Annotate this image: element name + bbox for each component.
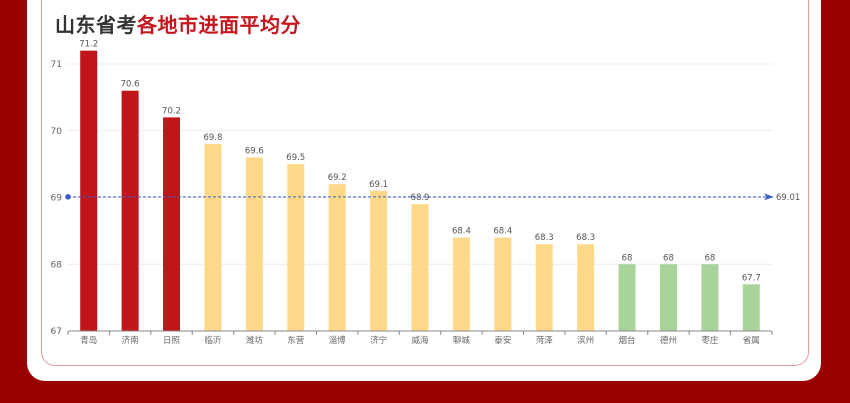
- x-tick-label: 淄博: [329, 335, 347, 346]
- bar-value-label: 68.3: [535, 233, 554, 243]
- bar[interactable]: [742, 284, 760, 331]
- x-tick-label: 枣庄: [701, 335, 719, 346]
- bar[interactable]: [577, 244, 595, 331]
- bar-value-label: 68: [704, 253, 715, 263]
- bar[interactable]: [659, 264, 677, 331]
- bar-value-label: 69.1: [369, 180, 388, 190]
- bar[interactable]: [80, 50, 98, 332]
- title-prefix: 山东省考: [55, 13, 137, 37]
- x-tick-label: 聊城: [453, 335, 471, 346]
- y-tick-label: 67: [51, 327, 62, 337]
- x-tick-label: 济南: [122, 335, 139, 346]
- chart-frame: [41, 0, 809, 366]
- x-tick-label: 泰安: [494, 335, 511, 346]
- bar[interactable]: [494, 237, 512, 331]
- bar[interactable]: [535, 244, 553, 331]
- x-tick-label: 临沂: [204, 335, 222, 346]
- x-tick-label: 滨州: [577, 335, 594, 346]
- x-tick-label: 济宁: [370, 335, 387, 346]
- bar-value-label: 69.5: [286, 153, 305, 163]
- x-tick-label: 菏泽: [536, 335, 554, 346]
- y-tick-label: 68: [51, 260, 63, 270]
- y-tick-label: 69: [51, 194, 63, 204]
- y-tick-label: 70: [51, 127, 63, 137]
- bar[interactable]: [328, 184, 346, 331]
- bars: 71.2 70.6 70.2 69.8 69.6 69.5 69.2 69.1 68.9 68.4…: [79, 40, 761, 332]
- x-tick-label: 省属: [743, 335, 760, 346]
- arrow-right-icon: [764, 193, 774, 201]
- bar-value-label: 68: [663, 253, 674, 263]
- x-tick-label: 青岛: [80, 335, 97, 346]
- bar-value-label: 68.4: [493, 227, 512, 237]
- bar-value-label: 70.6: [121, 80, 140, 90]
- y-axis: 67 68 69 70 71: [51, 60, 63, 337]
- bar[interactable]: [411, 204, 429, 331]
- bar[interactable]: [287, 164, 305, 331]
- bar[interactable]: [701, 264, 719, 331]
- bar-value-label: 68.3: [576, 233, 595, 243]
- x-axis: 青岛 济南 日照 临沂 潍坊 东营 淄博 济宁 威海 聊城 泰安 菏泽 滨州 烟台 德州 枣庄 省属: [67, 330, 773, 346]
- title-highlight: 各地市进面平均分: [137, 13, 301, 37]
- average-label: 69.01: [776, 193, 800, 203]
- bar-value-label: 70.2: [162, 106, 181, 116]
- bar[interactable]: [204, 144, 222, 331]
- x-tick-label: 潍坊: [246, 335, 264, 346]
- grid-lines: [68, 63, 772, 265]
- y-tick-label: 71: [51, 60, 62, 70]
- bar[interactable]: [370, 190, 388, 331]
- bar-value-label: 69.6: [245, 146, 264, 156]
- bar-value-label: 68.4: [452, 227, 471, 237]
- bar-value-label: 68.9: [411, 193, 430, 203]
- x-tick-label: 威海: [411, 335, 429, 346]
- bar-value-label: 71.2: [79, 40, 98, 50]
- bar[interactable]: [245, 157, 263, 331]
- x-tick-label: 东营: [287, 335, 304, 346]
- bar-value-label: 68: [622, 253, 633, 263]
- average-line: 69.01: [65, 193, 800, 203]
- x-tick-label: 烟台: [619, 335, 636, 346]
- bar[interactable]: [618, 264, 636, 331]
- bar-value-label: 69.2: [328, 173, 347, 183]
- bar-value-label: 69.8: [203, 133, 222, 143]
- page-title: 山东省考各地市进面平均分: [55, 9, 301, 38]
- bar[interactable]: [121, 90, 139, 331]
- bar[interactable]: [163, 117, 181, 332]
- bar[interactable]: [452, 237, 470, 331]
- x-tick-label: 日照: [163, 336, 181, 346]
- bar-value-label: 67.7: [742, 273, 761, 283]
- x-tick-label: 德州: [660, 335, 677, 346]
